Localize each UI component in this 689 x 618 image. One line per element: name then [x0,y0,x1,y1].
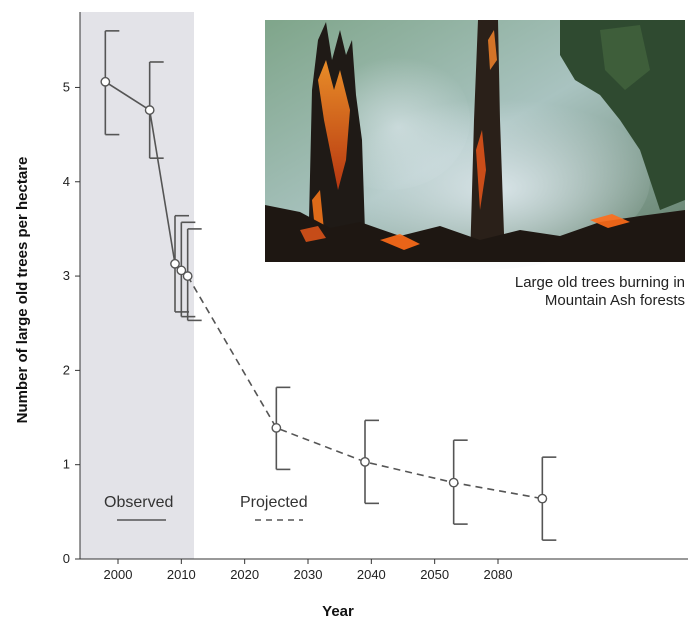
x-axis-title: Year [322,603,354,618]
observed-period-shading [80,12,194,559]
inset-caption-line-2: Mountain Ash forests [545,292,685,309]
data-point [271,423,282,433]
data-point [170,258,180,269]
y-axis-title: Number of large old trees per hectare [14,157,31,424]
data-point [537,493,548,504]
x-tick-label: 2080 [484,567,513,582]
data-point [360,456,370,467]
legend: Observed Projected [104,494,308,521]
x-tick-label: 2050 [420,567,449,582]
x-tick-label: 2020 [230,567,259,582]
inset-photo-burning-trees [265,20,685,270]
x-tick-label: 2040 [357,567,386,582]
y-tick-label: 2 [63,362,70,377]
data-point [176,265,187,276]
data-point [100,76,111,87]
y-axis-ticks: 0 1 2 3 4 5 [63,79,80,566]
legend-label-projected: Projected [240,494,308,511]
y-tick-label: 5 [63,79,70,94]
y-tick-label: 4 [63,174,70,189]
inset-caption-line-1: Large old trees burning in [515,274,685,291]
y-tick-label: 3 [63,268,70,283]
x-tick-label: 2030 [294,567,323,582]
data-point [448,477,459,488]
data-point [182,271,193,281]
x-axis-ticks: 2000 2010 2020 2030 2040 2050 2080 [104,559,513,582]
y-tick-label: 1 [63,457,70,472]
x-tick-label: 2010 [167,567,196,582]
x-tick-label: 2000 [104,567,133,582]
data-markers [100,76,548,504]
data-point [144,105,155,115]
y-tick-label: 0 [63,551,70,566]
legend-label-observed: Observed [104,494,173,511]
